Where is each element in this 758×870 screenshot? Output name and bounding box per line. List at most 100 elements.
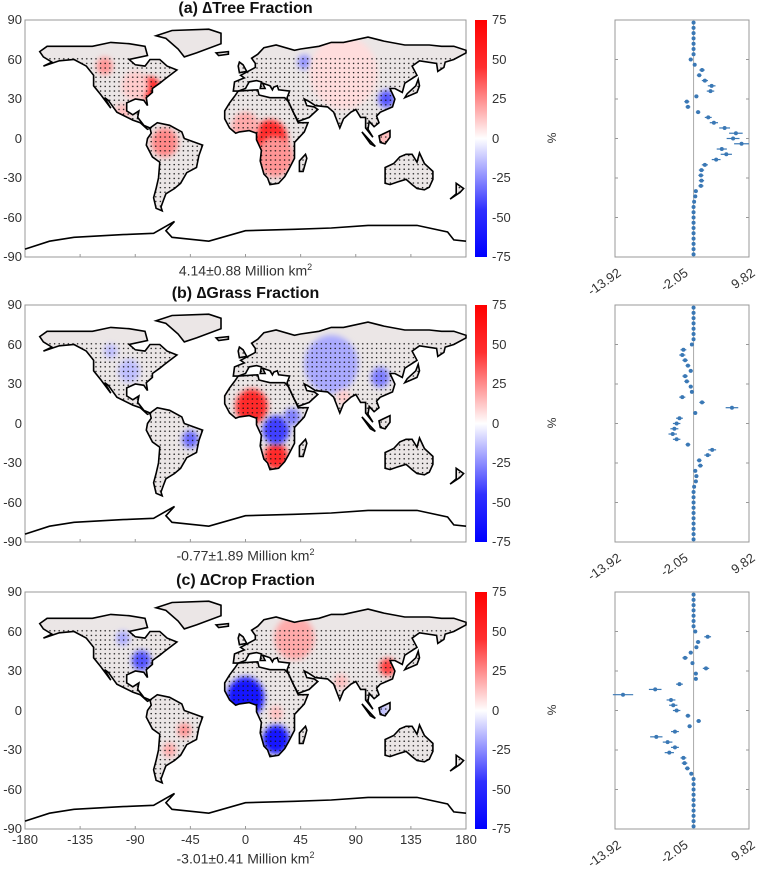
data-point bbox=[700, 68, 705, 73]
data-point bbox=[691, 25, 696, 30]
colorbar-tick-label: -75 bbox=[492, 249, 511, 264]
data-point bbox=[693, 479, 698, 484]
caption-value: -3.01±0.41 Million km bbox=[176, 850, 310, 867]
y-tick-label: 30 bbox=[7, 376, 22, 391]
data-point bbox=[680, 353, 685, 358]
data-point bbox=[711, 120, 716, 125]
coastline bbox=[153, 313, 222, 343]
data-point bbox=[705, 453, 710, 458]
x-tick-label: 180 bbox=[455, 832, 477, 847]
land-gl bbox=[156, 29, 221, 57]
data-point bbox=[692, 199, 697, 204]
data-point bbox=[693, 189, 698, 194]
data-point bbox=[689, 771, 694, 776]
caption-superscript: 2 bbox=[309, 850, 315, 860]
data-point bbox=[691, 618, 696, 623]
data-point bbox=[691, 603, 696, 608]
data-point bbox=[691, 321, 696, 326]
coastline bbox=[38, 613, 179, 703]
data-point bbox=[670, 432, 675, 437]
coastline bbox=[232, 321, 467, 423]
y-tick-label: -90 bbox=[3, 821, 22, 836]
y-tick-label: -30 bbox=[3, 455, 22, 470]
data-point bbox=[691, 521, 696, 526]
x-tick-label: -45 bbox=[180, 832, 200, 847]
data-point bbox=[693, 629, 698, 634]
panel-title: (b) ∆Grass Fraction bbox=[171, 285, 320, 302]
coastline bbox=[384, 722, 434, 763]
colorbar-tick-label: -75 bbox=[492, 821, 511, 836]
data-point bbox=[691, 803, 696, 808]
data-point bbox=[674, 437, 679, 442]
antarctica-coastline bbox=[24, 792, 467, 822]
data-point bbox=[709, 83, 714, 88]
coastline bbox=[449, 753, 465, 772]
data-point bbox=[691, 226, 696, 231]
coastline bbox=[223, 373, 310, 471]
colorbar bbox=[475, 305, 487, 542]
data-point bbox=[705, 634, 710, 639]
data-point bbox=[683, 358, 688, 363]
data-point bbox=[710, 447, 715, 452]
data-point bbox=[691, 592, 696, 597]
coastline bbox=[145, 406, 204, 498]
data-point bbox=[739, 141, 744, 146]
data-point bbox=[691, 500, 696, 505]
data-point bbox=[687, 724, 692, 729]
data-point bbox=[691, 41, 696, 46]
data-point bbox=[674, 708, 679, 713]
data-point bbox=[677, 682, 682, 687]
x-tick-label: -135 bbox=[67, 832, 94, 847]
data-point bbox=[722, 125, 727, 130]
antarctica-coastline bbox=[24, 505, 467, 535]
data-point bbox=[691, 310, 696, 315]
coastline bbox=[214, 622, 230, 629]
data-point bbox=[691, 526, 696, 531]
profile-x-tick-label: 9.82 bbox=[728, 265, 758, 292]
data-point bbox=[698, 183, 703, 188]
colorbar-tick-label: 25 bbox=[492, 376, 507, 391]
data-point bbox=[691, 787, 696, 792]
x-tick-label: 0 bbox=[241, 832, 250, 847]
caption-value: -0.77±1.89 Million km bbox=[176, 547, 310, 564]
profile-axes bbox=[614, 591, 750, 830]
profile-x-tick-label: -2.05 bbox=[657, 265, 691, 295]
data-point bbox=[684, 379, 689, 384]
map-1 bbox=[24, 304, 467, 543]
colorbar-tick-label: 25 bbox=[492, 91, 507, 106]
data-point bbox=[696, 640, 701, 645]
data-point bbox=[689, 389, 694, 394]
land-gl bbox=[156, 314, 221, 342]
data-point bbox=[691, 241, 696, 246]
data-point bbox=[691, 52, 696, 57]
profile-x-tick-label: -13.92 bbox=[584, 837, 624, 870]
colorbar-tick-label: 75 bbox=[492, 297, 507, 312]
data-point bbox=[691, 624, 696, 629]
caption-superscript: 2 bbox=[307, 262, 313, 272]
y-tick-label: 30 bbox=[7, 663, 22, 678]
data-point bbox=[696, 719, 701, 724]
y-tick-label: 60 bbox=[7, 623, 22, 639]
data-point bbox=[691, 532, 696, 537]
data-point bbox=[708, 89, 713, 94]
data-point bbox=[691, 798, 696, 803]
colorbar-tick-label: 75 bbox=[492, 584, 507, 599]
coastline bbox=[361, 131, 376, 148]
data-point bbox=[697, 73, 702, 78]
coastline bbox=[237, 60, 248, 74]
y-tick-label: 0 bbox=[14, 702, 22, 718]
coastline bbox=[145, 693, 204, 785]
data-point bbox=[691, 331, 696, 336]
data-point bbox=[691, 210, 696, 215]
coastline bbox=[232, 608, 467, 710]
data-point bbox=[691, 305, 696, 310]
data-point bbox=[691, 516, 696, 521]
data-point bbox=[694, 645, 699, 650]
y-tick-label: 30 bbox=[7, 91, 22, 106]
data-point bbox=[694, 94, 699, 99]
data-point bbox=[690, 661, 695, 666]
data-point bbox=[693, 194, 698, 199]
y-tick-label: -30 bbox=[3, 170, 22, 185]
data-point bbox=[691, 326, 696, 331]
data-point bbox=[688, 384, 693, 389]
